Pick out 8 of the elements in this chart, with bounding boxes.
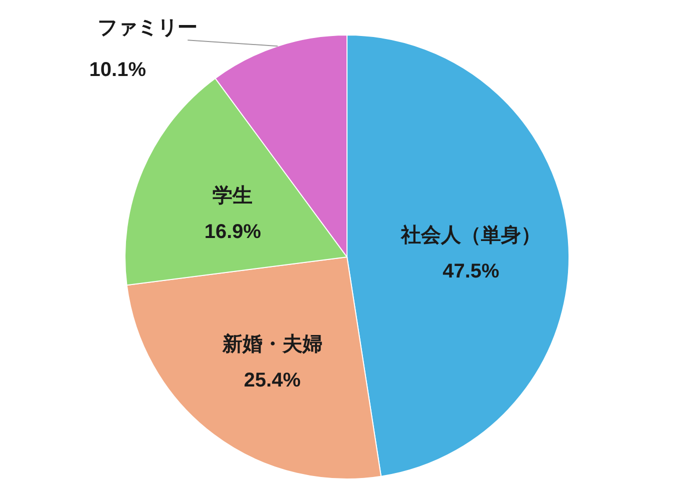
slice-label: 社会人（単身） — [400, 223, 541, 246]
data-label: 25.4% — [244, 369, 301, 392]
slice-label: 学生 — [212, 185, 253, 208]
data-label: 47.5% — [442, 260, 500, 282]
slice-label: 新婚・夫婦 — [221, 332, 322, 356]
slice-label: ファミリー — [98, 17, 198, 40]
data-label: 10.1% — [89, 59, 146, 82]
data-label: 16.9% — [204, 221, 262, 244]
